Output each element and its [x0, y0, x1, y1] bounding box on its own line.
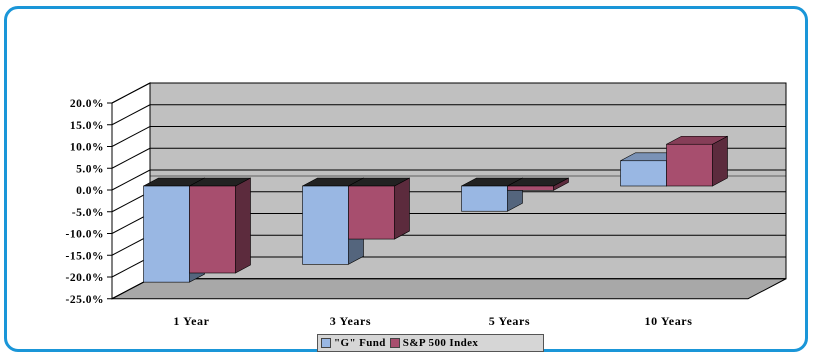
y-tick-label: -20.0% — [66, 272, 104, 284]
x-category-label: 5 Years — [489, 314, 530, 328]
bar-0-0 — [143, 185, 190, 283]
y-tick-label: 0.0% — [76, 185, 104, 197]
bar-1-3 — [666, 143, 713, 187]
x-category-label: 3 Years — [330, 314, 371, 328]
legend-swatch-sp500 — [389, 338, 400, 348]
x-category-label: 1 Year — [173, 314, 209, 328]
chart-floor — [111, 278, 787, 300]
y-tick-label: -5.0% — [72, 207, 104, 219]
bar-side-1-3 — [712, 135, 728, 187]
legend-swatch-g-fund — [321, 338, 331, 348]
gridline-side — [111, 82, 151, 104]
gridline-side — [111, 147, 151, 169]
bar-0-1 — [302, 185, 349, 265]
bar-1-2 — [507, 185, 554, 191]
y-tick-label: 15.0% — [70, 120, 104, 132]
y-tick-label: 20.0% — [70, 98, 104, 110]
bar-1-0 — [189, 185, 236, 274]
legend-label-g-fund: "G" Fund — [334, 337, 386, 349]
y-tick-label: -15.0% — [66, 250, 104, 262]
bar-1-1 — [348, 185, 395, 240]
bar-side-1-0 — [235, 177, 251, 274]
chart-legend: "G" Fund S&P 500 Index — [317, 334, 544, 352]
bar-0-3 — [620, 160, 667, 187]
gridline-side — [111, 104, 151, 126]
gridline-side — [111, 126, 151, 147]
y-tick-label: -25.0% — [66, 294, 104, 306]
legend-label-sp500: S&P 500 Index — [402, 337, 479, 349]
legend-entry-g-fund: "G" Fund — [321, 337, 386, 349]
bar-0-2 — [461, 185, 508, 212]
legend-entry-sp500: S&P 500 Index — [389, 337, 479, 349]
gridline-side — [111, 169, 151, 191]
y-tick-label: -10.0% — [66, 229, 104, 241]
y-tick-label: 10.0% — [70, 142, 104, 154]
y-tick-label: 5.0% — [76, 163, 104, 175]
x-category-label: 10 Years — [644, 314, 692, 328]
bar-side-1-1 — [394, 177, 410, 240]
